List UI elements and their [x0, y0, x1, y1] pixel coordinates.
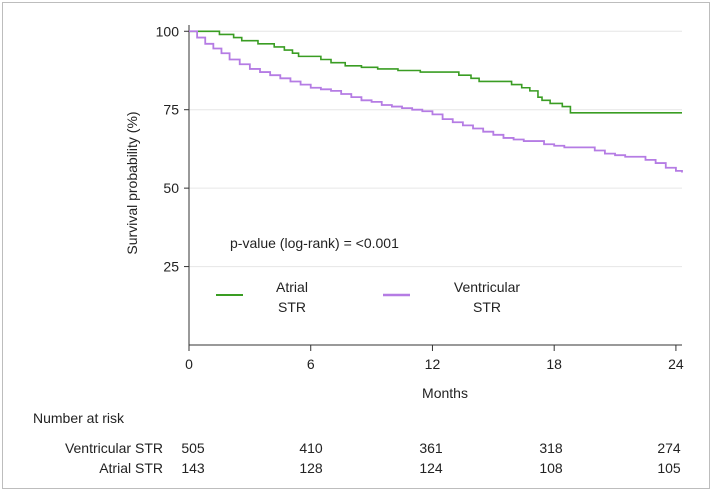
risk-cell: 128: [299, 460, 323, 476]
risk-table-header: Number at risk: [33, 410, 125, 426]
series-lines: [189, 30, 683, 173]
legend-label-atrial-line1: Atrial: [276, 279, 308, 295]
series-line-atrial-str: [189, 30, 682, 114]
risk-cell: 318: [539, 440, 563, 456]
risk-row-label: Ventricular STR: [65, 440, 163, 456]
gridlines: [189, 30, 682, 268]
legend-label-atrial-line2: STR: [278, 299, 306, 315]
x-tick-label: 6: [307, 356, 315, 372]
km-survival-chart: 25 50 75 100 0 6 12 18 24 Survival probability (…: [33, 23, 684, 476]
series-line-ventricular-str: [189, 30, 683, 173]
risk-cell: 505: [181, 440, 205, 456]
axes: [188, 25, 682, 346]
legend-label-ventricular-line2: STR: [473, 299, 501, 315]
x-tick-label: 12: [425, 356, 441, 372]
risk-cell: 410: [299, 440, 323, 456]
x-tick-label: 24: [668, 356, 684, 372]
y-tick-label: 100: [156, 23, 180, 39]
x-tick-label: 0: [185, 356, 193, 372]
risk-cell: 108: [539, 460, 563, 476]
figure-frame: 25 50 75 100 0 6 12 18 24 Survival probability (…: [2, 2, 710, 489]
y-tick-label: 75: [163, 102, 179, 118]
risk-cell: 124: [419, 460, 443, 476]
pvalue-annotation: p-value (log-rank) = <0.001: [230, 235, 399, 251]
legend: Atrial STR Ventricular STR: [216, 279, 520, 315]
risk-cell: 105: [657, 460, 681, 476]
y-tick-label: 50: [163, 180, 179, 196]
legend-label-ventricular-line1: Ventricular: [454, 279, 520, 295]
risk-cell: 361: [419, 440, 443, 456]
risk-table: Number at risk Ventricular STR 505 410 361 3…: [33, 410, 681, 476]
x-tick-label: 18: [546, 356, 562, 372]
risk-cell: 274: [657, 440, 681, 456]
x-axis-label: Months: [422, 385, 468, 401]
risk-table-rows: Ventricular STR 505 410 361 318 274 Atrial STR…: [65, 440, 681, 476]
y-axis-label: Survival probability (%): [124, 111, 140, 254]
y-tick-label: 25: [163, 259, 179, 275]
risk-row-label: Atrial STR: [99, 460, 163, 476]
axis-ticks: 25 50 75 100 0 6 12 18 24: [156, 23, 684, 372]
risk-cell: 143: [181, 460, 205, 476]
